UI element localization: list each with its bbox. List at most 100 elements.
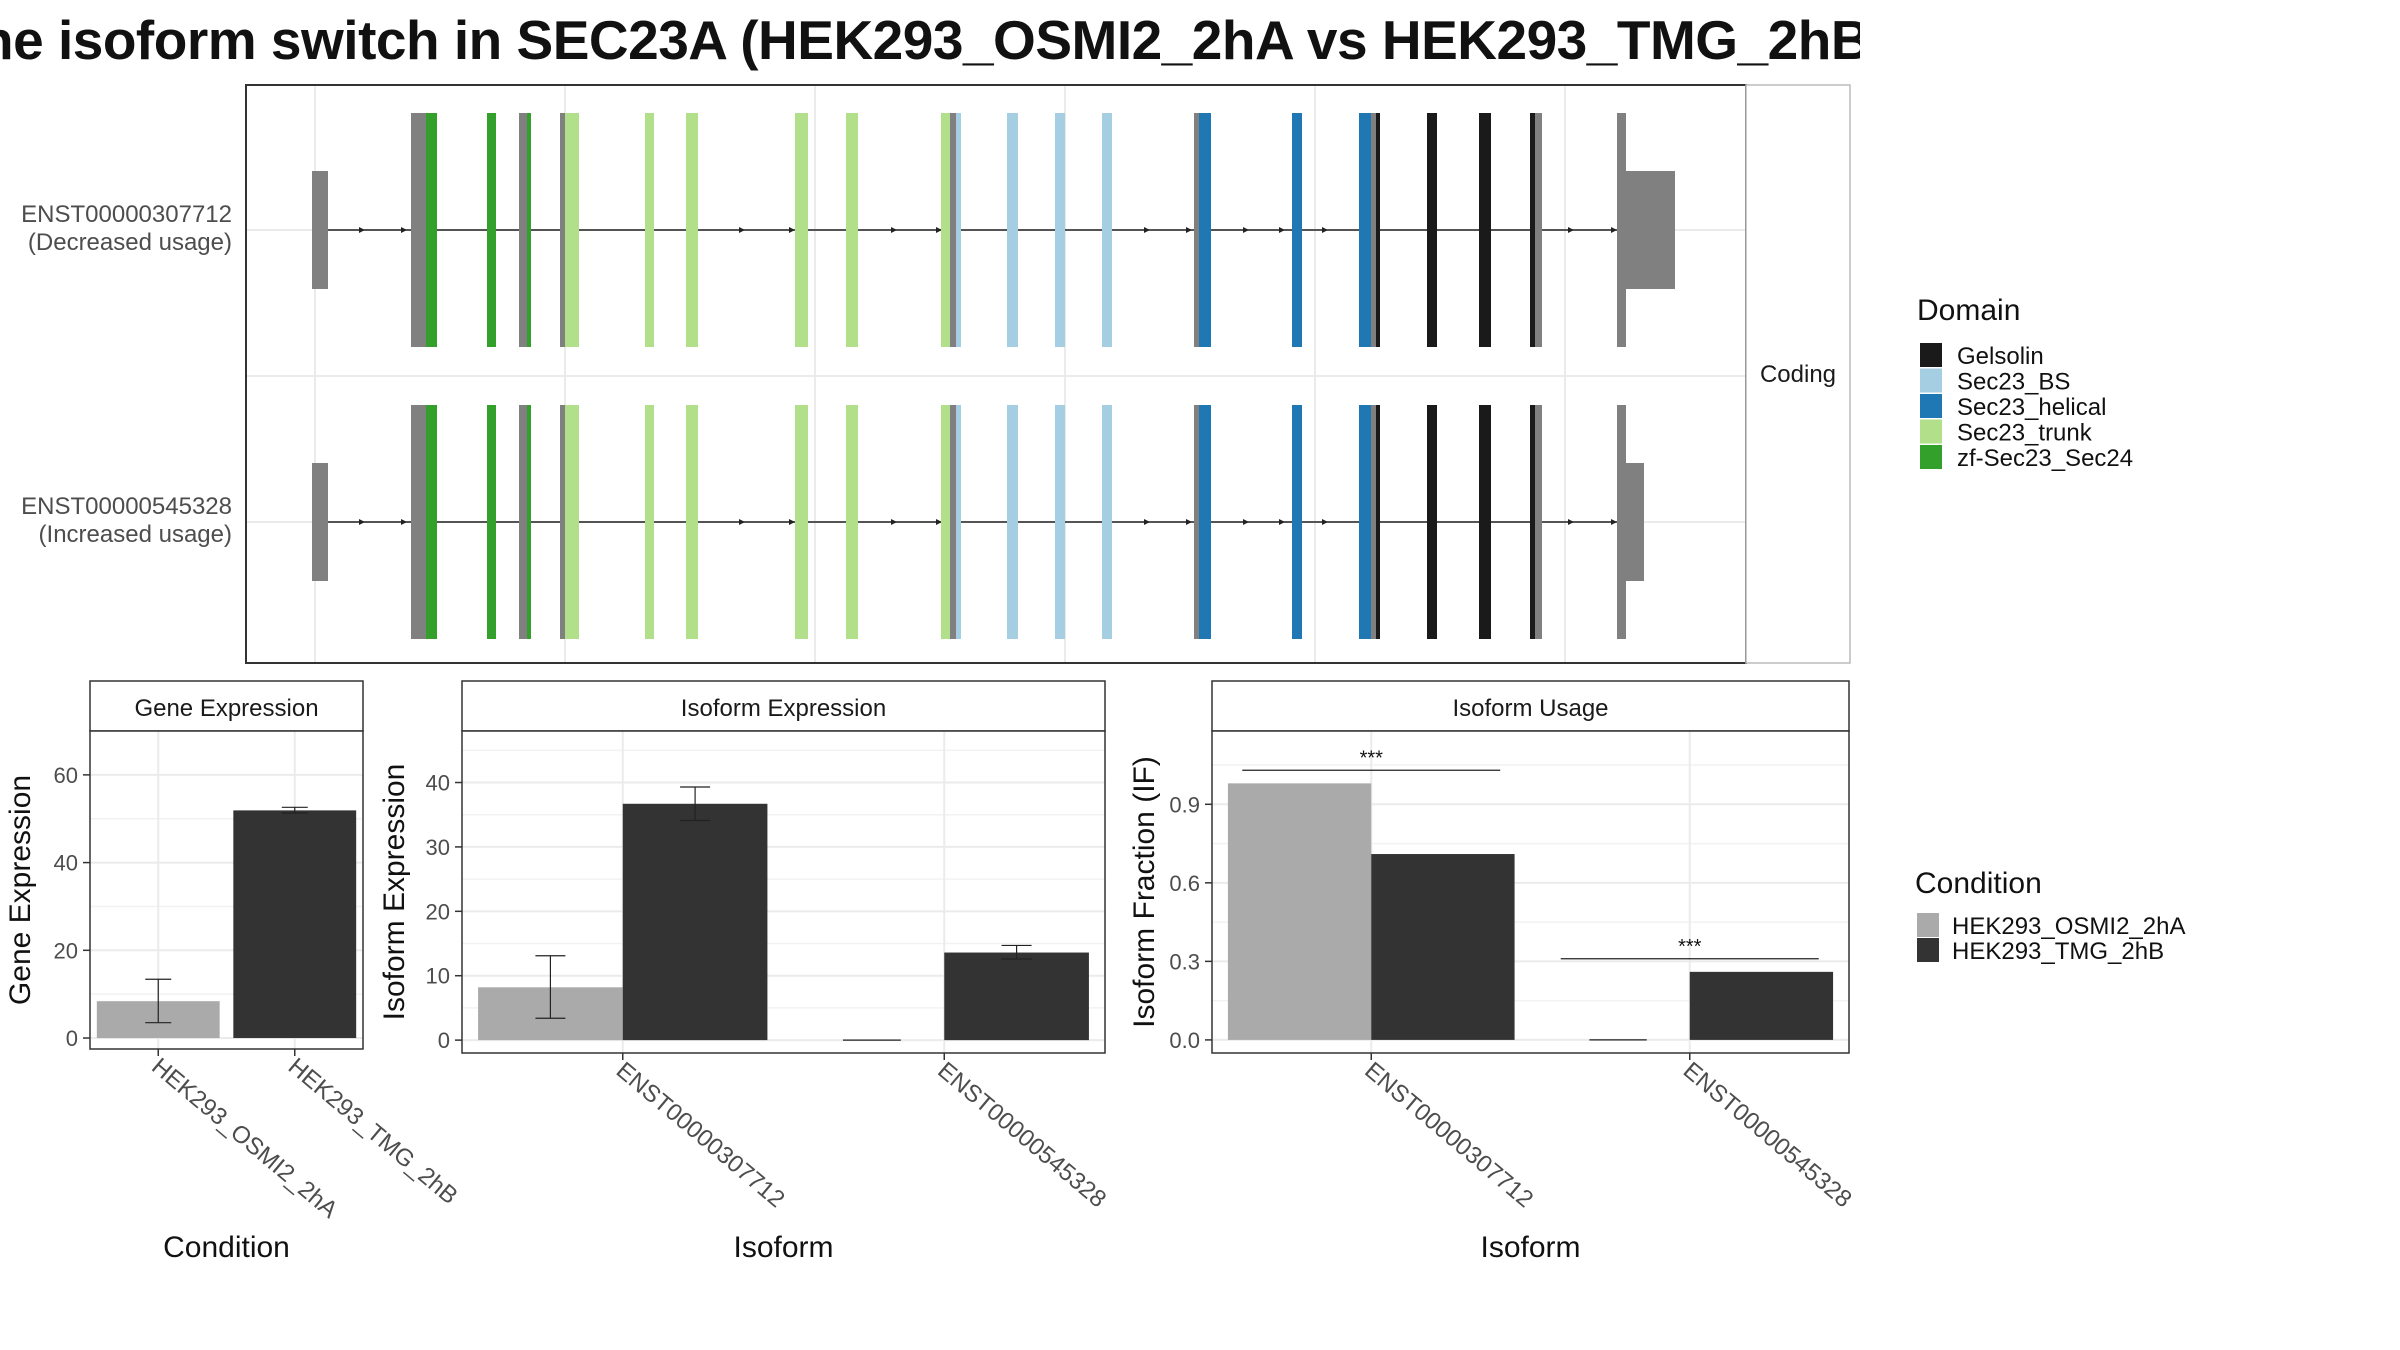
domain-swatch-sec23-helical [1920,394,1942,418]
strand-arrow [739,519,745,525]
y-tick-label: 20 [54,938,78,963]
utr3-exon [1626,171,1675,289]
strand-arrow [1279,519,1285,525]
domain-exon-sec23-bs [1055,113,1065,347]
facet-strip-label: Isoform Usage [1452,695,1608,722]
noncoding-exon [1535,113,1542,347]
domain-exon-zf-sec23-sec24 [426,405,437,639]
domain-swatch-gelsolin [1920,343,1942,367]
noncoding-exon [1617,405,1626,639]
facet-strip [461,680,1106,732]
y-tick-label: 0 [66,1026,78,1051]
strand-arrow [1322,227,1328,233]
domain-exon-sec23-bs [1007,405,1018,639]
bar [944,952,1089,1041]
noncoding-exon [1194,113,1199,347]
domain-label-gelsolin: Gelsolin [1957,343,2044,370]
domain-exon-sec23-helical [1199,113,1211,347]
domain-exon-sec23-trunk [645,405,654,639]
y-tick-label: 30 [426,835,450,860]
y-tick-label: 60 [54,763,78,788]
bar [233,810,357,1039]
y-axis-title: Gene Expression [4,775,37,1005]
strand-arrow [1611,227,1617,233]
domain-exon-gelsolin [1530,113,1535,347]
noncoding-exon [417,405,426,639]
domain-exon-sec23-helical [1359,113,1371,347]
x-tick-label: ENST00000307712 [611,1057,790,1213]
domain-exon-sec23-bs [1102,405,1112,639]
bar [1371,854,1515,1040]
panel-isoform-usage: Isoform Usage *** *** 0.0 0.3 0.6 0.9 ENST00000… [1128,680,1857,1264]
utr5-exon [312,463,328,581]
domain-exon-gelsolin [1427,113,1437,347]
x-tick-label: ENST00000545328 [1678,1057,1857,1213]
noncoding-exon [1371,405,1376,639]
domain-exon-zf-sec23-sec24 [527,405,531,639]
y-axis-title: Isoform Fraction (IF) [1128,756,1161,1028]
domain-swatch-sec23-bs [1920,368,1942,393]
x-axis-title: Isoform [733,1231,833,1264]
domain-exon-zf-sec23-sec24 [487,405,496,639]
x-tick-label: ENST00000307712 [1359,1057,1538,1213]
noncoding-exon [411,405,417,639]
y-tick-label: 40 [426,771,450,796]
strand-arrow [1279,227,1285,233]
domain-exon-sec23-helical [1359,405,1371,639]
y-tick-label: 0.9 [1169,792,1200,817]
strand-arrow [1144,227,1150,233]
strand-arrow [936,227,942,233]
noncoding-exon [1617,113,1626,347]
bar [622,803,768,1041]
transcript-1-structure [312,113,1675,347]
domain-exon-sec23-trunk [686,405,698,639]
transcript-2-structure [312,405,1644,639]
strand-arrow [1144,519,1150,525]
domain-label-sec23-helical: Sec23_helical [1957,394,2106,421]
noncoding-exon [1371,113,1376,347]
panel-border [1211,730,1850,1054]
domain-label-sec23-trunk: Sec23_trunk [1957,420,2093,447]
strand-arrow [1322,519,1328,525]
domain-exon-sec23-trunk [941,405,950,639]
strand-arrow [1186,519,1192,525]
domain-exon-sec23-trunk [565,113,579,347]
strand-arrow [789,519,795,525]
domain-exon-sec23-helical [1292,113,1302,347]
domain-exon-sec23-trunk [795,113,808,347]
domain-exon-zf-sec23-sec24 [426,113,437,347]
x-tick-label: ENST00000545328 [932,1057,1111,1213]
strand-arrow [1568,519,1574,525]
strand-arrow [1186,227,1192,233]
strand-arrow [739,227,745,233]
y-tick-label: 40 [54,851,78,876]
strand-arrow [359,227,365,233]
condition-swatch-b [1917,938,1939,962]
strand-arrow [359,519,365,525]
domain-exon-gelsolin [1530,405,1535,639]
condition-label-a: HEK293_OSMI2_2hA [1952,913,2185,940]
domain-exon-sec23-bs [956,113,961,347]
bar [1689,971,1834,1040]
significance-label: *** [1678,936,1702,958]
domain-exon-sec23-trunk [846,405,858,639]
transcript-label-2-note: (Increased usage) [39,521,232,548]
panel-gene-expression: Gene Expression0204060HEK293_OSMI2_2hAHE… [4,680,463,1264]
x-axis-title: Isoform [1480,1231,1580,1264]
noncoding-exon [411,113,417,347]
domain-exon-gelsolin [1427,405,1437,639]
domain-exon-sec23-trunk [941,113,950,347]
domain-exon-gelsolin [1479,405,1491,639]
y-tick-label: 10 [426,964,450,989]
strand-arrow [401,519,407,525]
strand-arrow [1568,227,1574,233]
y-tick-label: 0 [438,1028,450,1053]
strand-arrow [891,519,897,525]
condition-label-b: HEK293_TMG_2hB [1952,938,2164,965]
domain-exon-zf-sec23-sec24 [487,113,496,347]
noncoding-exon [1194,405,1199,639]
coding-strip-label: Coding [1760,361,1836,388]
utr3-exon [1626,463,1644,581]
figure-title: he isoform switch in SEC23A (HEK293_OSMI… [0,9,1860,71]
domain-exon-gelsolin [1376,113,1380,347]
